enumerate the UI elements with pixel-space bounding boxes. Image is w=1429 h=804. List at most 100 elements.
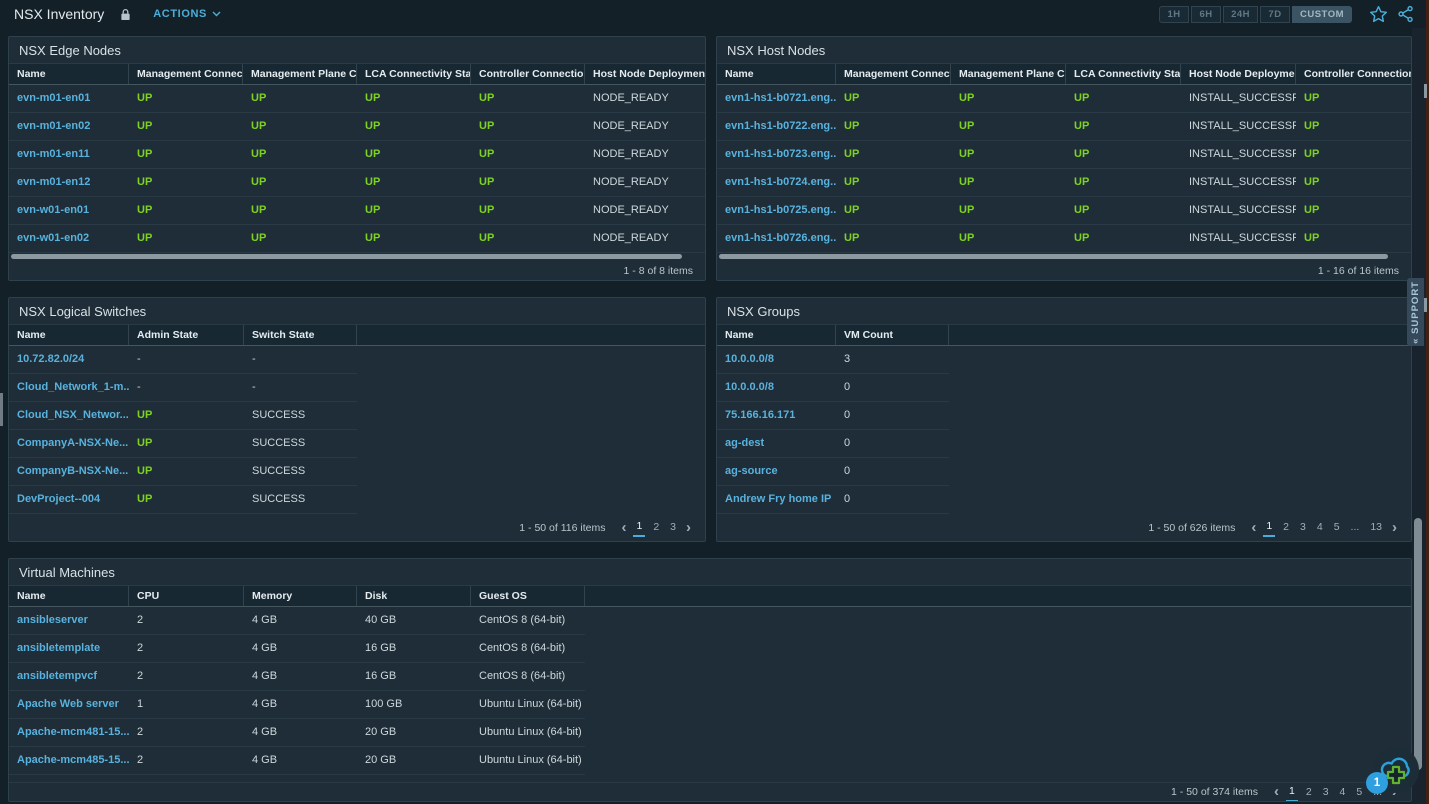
column-header[interactable]: Management Connection... bbox=[129, 64, 243, 84]
row-link[interactable]: evn1-hs1-b0725.eng... bbox=[725, 204, 836, 216]
column-header[interactable]: Host Node Deployment ... bbox=[1181, 64, 1296, 84]
cell: INSTALL_SUCCESSF... bbox=[1189, 148, 1296, 160]
virtual-machines-table: Name CPU Memory Disk Guest OS ansibleserver 2 4… bbox=[9, 585, 1411, 775]
column-header[interactable]: Disk bbox=[357, 586, 471, 606]
row-link[interactable]: ansibletempvcf bbox=[17, 670, 98, 682]
row-link[interactable]: Cloud_NSX_Networ... bbox=[17, 409, 129, 421]
table-row: evn1-hs1-b0725.eng... UP UP UP INSTALL_SUCCE… bbox=[717, 197, 1411, 225]
column-header[interactable]: Host Node Deployment ... bbox=[593, 68, 705, 80]
panel-scrollbar-thumb[interactable] bbox=[1424, 84, 1427, 98]
pagination-prev-icon[interactable]: ‹ bbox=[1274, 783, 1280, 800]
column-header[interactable]: Controller Connection St... bbox=[471, 64, 585, 84]
pagination-prev-icon[interactable]: ‹ bbox=[621, 518, 627, 536]
pagination-page[interactable]: 2 bbox=[1283, 521, 1290, 533]
row-link[interactable]: evn-m01-en12 bbox=[17, 176, 91, 188]
time-range-24h[interactable]: 24H bbox=[1223, 5, 1258, 23]
row-link[interactable]: evn1-hs1-b0723.eng... bbox=[725, 148, 836, 160]
row-link[interactable]: evn-m01-en01 bbox=[17, 92, 91, 104]
column-header[interactable]: CPU bbox=[129, 586, 244, 606]
cell: 2 bbox=[137, 726, 144, 738]
column-header[interactable]: Memory bbox=[244, 586, 357, 606]
support-tab[interactable]: « SUPPORT bbox=[1407, 278, 1424, 346]
cell: UP bbox=[844, 232, 860, 244]
row-link[interactable]: evn1-hs1-b0722.eng... bbox=[725, 120, 836, 132]
time-range-7d[interactable]: 7D bbox=[1260, 5, 1290, 23]
column-header[interactable]: Switch State bbox=[244, 325, 357, 345]
time-range-1h[interactable]: 1H bbox=[1159, 5, 1190, 23]
row-link[interactable]: evn1-hs1-b0726.eng... bbox=[725, 232, 836, 244]
row-link[interactable]: ag-source bbox=[725, 465, 778, 477]
cell: 4 GB bbox=[252, 642, 278, 654]
pagination-page[interactable]: 5 bbox=[1333, 521, 1340, 533]
pagination-prev-icon[interactable]: ‹ bbox=[1251, 518, 1257, 536]
page-scrollbar-thumb[interactable] bbox=[1414, 518, 1422, 770]
cell: UP bbox=[959, 92, 975, 104]
actions-button[interactable]: ACTIONS bbox=[153, 8, 221, 20]
column-header[interactable]: Name bbox=[717, 64, 836, 84]
table-row: ansibletemplate 2 4 GB 16 GB CentOS 8 (64-bi… bbox=[9, 635, 585, 663]
row-link[interactable]: Apache-mcm481-15... bbox=[17, 726, 129, 738]
row-link[interactable]: evn1-hs1-b0724.eng... bbox=[725, 176, 836, 188]
favorite-star-icon[interactable] bbox=[1369, 5, 1388, 24]
table-row: Cloud_NSX_Networ... UP SUCCESS bbox=[9, 402, 357, 430]
pagination-page[interactable]: 4 bbox=[1316, 521, 1323, 533]
horizontal-scrollbar[interactable] bbox=[9, 253, 705, 261]
column-header[interactable]: Name bbox=[9, 586, 129, 606]
row-link[interactable]: evn-m01-en02 bbox=[17, 120, 91, 132]
row-link[interactable]: CompanyB-NSX-Ne... bbox=[17, 465, 129, 477]
column-header[interactable]: Management Connection... bbox=[836, 64, 951, 84]
pagination-page[interactable]: 1 bbox=[1286, 783, 1298, 801]
time-range-custom[interactable]: CUSTOM bbox=[1292, 5, 1352, 23]
cell: UP bbox=[1304, 232, 1320, 244]
row-link[interactable]: Apache Web server bbox=[17, 698, 119, 710]
row-link[interactable]: CompanyA-NSX-Ne... bbox=[17, 437, 129, 449]
pagination-next-icon[interactable]: › bbox=[1392, 518, 1397, 536]
column-header[interactable]: LCA Connectivity Status bbox=[357, 64, 471, 84]
time-range-6h[interactable]: 6H bbox=[1191, 5, 1222, 23]
row-link[interactable]: 75.166.16.171 bbox=[725, 409, 796, 421]
row-link[interactable]: 10.0.0.0/8 bbox=[725, 381, 774, 393]
column-header[interactable]: Name bbox=[717, 325, 836, 345]
table-row: evn1-hs1-b0722.eng... UP UP UP INSTALL_SUCCE… bbox=[717, 113, 1411, 141]
cell: UP bbox=[844, 120, 860, 132]
share-icon[interactable] bbox=[1397, 5, 1415, 23]
column-header[interactable]: Controller Connection St... bbox=[1304, 68, 1411, 80]
row-link[interactable]: DevProject--004 bbox=[17, 493, 101, 505]
row-link[interactable]: ag-dest bbox=[725, 437, 765, 449]
panel-scrollbar-thumb[interactable] bbox=[1424, 298, 1427, 312]
pagination-label: 1 - 16 of 16 items bbox=[1317, 264, 1399, 277]
row-link[interactable]: evn-w01-en01 bbox=[17, 204, 90, 216]
column-header[interactable]: VM Count bbox=[836, 325, 949, 345]
row-link[interactable]: ansibletemplate bbox=[17, 642, 101, 654]
column-header[interactable]: LCA Connectivity Status bbox=[1066, 64, 1181, 84]
pagination-page[interactable]: 3 bbox=[1300, 521, 1306, 533]
row-link[interactable]: ansibleserver bbox=[17, 614, 88, 626]
row-link[interactable]: evn1-hs1-b0721.eng... bbox=[725, 92, 836, 104]
column-header[interactable]: Admin State bbox=[129, 325, 244, 345]
row-link[interactable]: 10.72.82.0/24 bbox=[17, 353, 85, 365]
pagination-page[interactable]: 3 bbox=[670, 521, 676, 533]
pagination-page[interactable]: 1 bbox=[633, 518, 646, 537]
column-header[interactable]: Name bbox=[9, 64, 129, 84]
pagination-page[interactable]: 3 bbox=[1322, 785, 1329, 798]
row-link[interactable]: 10.0.0.0/8 bbox=[725, 353, 774, 365]
row-link[interactable]: Cloud_Network_1-m... bbox=[17, 381, 129, 393]
support-tab-label: « SUPPORT bbox=[1410, 280, 1421, 344]
row-link[interactable]: Andrew Fry home IP bbox=[725, 493, 832, 505]
pagination-next-icon[interactable]: › bbox=[686, 518, 691, 536]
row-link[interactable]: evn-w01-en02 bbox=[17, 232, 90, 244]
pagination-page[interactable]: 13 bbox=[1370, 521, 1382, 533]
pagination-page[interactable]: 2 bbox=[1305, 785, 1312, 798]
row-link[interactable]: evn-m01-en11 bbox=[17, 148, 90, 160]
column-header[interactable]: Management Plane Conn... bbox=[243, 64, 357, 84]
column-header[interactable]: Guest OS bbox=[471, 586, 585, 606]
column-header[interactable]: Management Plane Conn... bbox=[951, 64, 1066, 84]
column-header[interactable]: Name bbox=[9, 325, 129, 345]
row-link[interactable]: Apache-mcm485-15... bbox=[17, 754, 129, 766]
pagination-page[interactable]: 1 bbox=[1263, 518, 1276, 537]
horizontal-scrollbar[interactable] bbox=[717, 253, 1411, 261]
pagination-page[interactable]: 5 bbox=[1356, 785, 1363, 798]
pagination-page[interactable]: 2 bbox=[653, 521, 660, 533]
pagination-page[interactable]: 4 bbox=[1339, 785, 1346, 798]
